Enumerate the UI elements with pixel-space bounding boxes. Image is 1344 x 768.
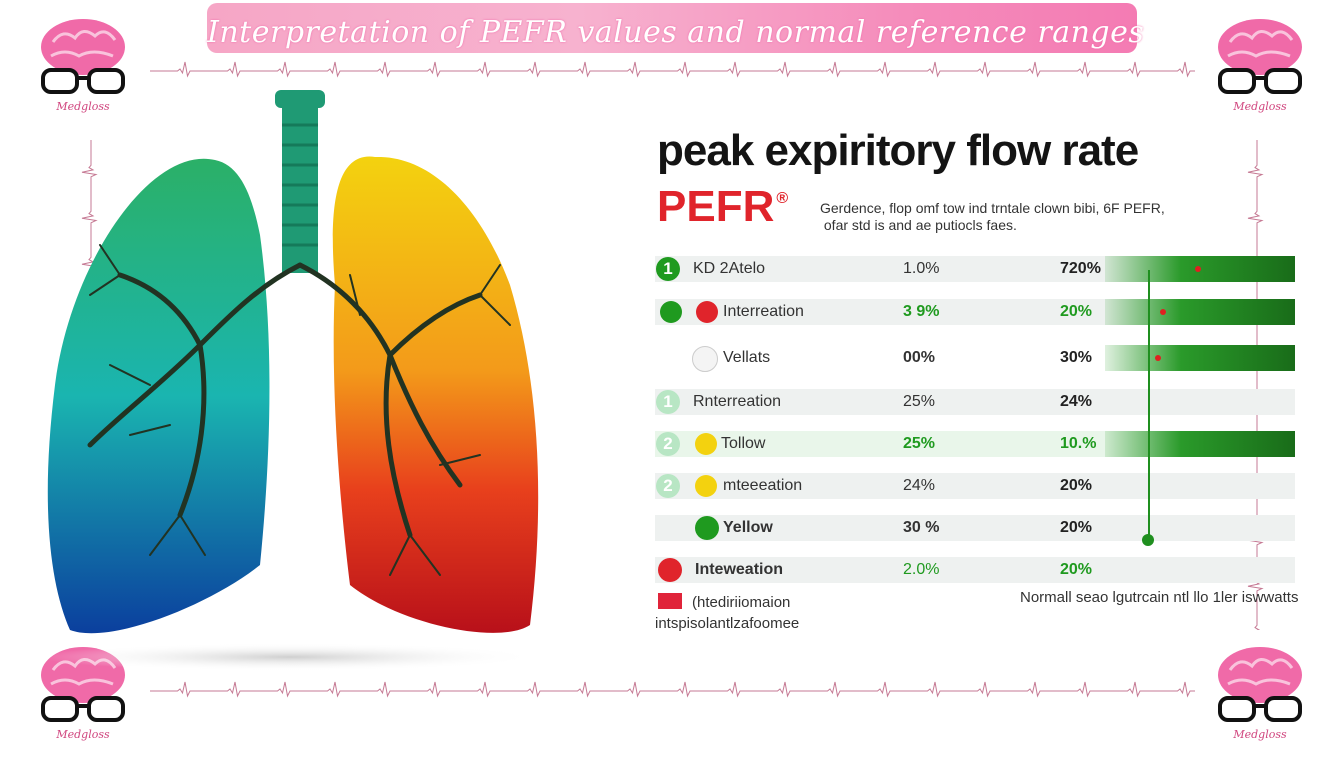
row-value-1: 3 9% [903,303,940,320]
pefr-abbr: PEFR ® [657,182,788,232]
marker-dot [1155,355,1161,361]
registered-mark: ® [776,190,789,207]
row-value-1: 25% [903,435,936,452]
description-text: Gerdence, flop omf tow ind trntale clown… [820,200,1165,233]
row-value-2: 720% [1060,260,1101,277]
marker-dot [1160,309,1166,315]
badge-number: 1 [656,390,680,414]
green-dot-icon [660,301,682,323]
row-value-2: 20% [1060,561,1093,578]
logo-brand-text: Medgloss [1233,728,1287,741]
brain-glasses-logo-icon [41,19,125,94]
logo-top-left: Medgloss [33,12,133,122]
table-row-7: Yellow 30 % 20% [655,515,1295,541]
ecg-border-bottom [150,681,1195,698]
pefr-abbr-text: PEFR [657,182,775,231]
logo-brand-text: Medgloss [1233,100,1287,113]
badge-number: 2 [656,474,680,498]
green-bar [1105,299,1295,325]
row-background [655,389,1295,415]
legend-swatch [658,593,682,609]
title-banner: Interpretation of PEFR values and normal… [207,3,1145,53]
row-label: Tollow [721,435,766,452]
row-label: Rnterreation [693,393,782,410]
badge-number: 1 [656,257,680,281]
row-label: Vellats [723,349,771,366]
row-label: Inteweation [695,561,784,578]
logo-top-right: Medgloss [1210,12,1310,122]
row-value-2: 30% [1060,349,1093,366]
row-value-2: 20% [1060,303,1093,320]
ecg-border-top [150,61,1195,78]
badge-number: 2 [656,432,680,456]
red-dot-icon [696,301,718,323]
brain-glasses-logo-icon [1218,19,1302,94]
white-dot-icon [692,346,718,372]
brain-glasses-logo-icon [1218,647,1302,722]
green-bar [1105,431,1295,457]
row-background [655,557,1295,583]
row-value-2: 24% [1060,393,1093,410]
yellow-dot-icon [695,433,717,455]
indicator-line [1148,270,1150,540]
row-value-1: 30 % [903,519,940,536]
row-background [655,473,1295,499]
table-row-5: 2 Tollow 25% 10.% [655,431,1295,457]
green-dot-icon [695,516,719,540]
table-row-3: Vellats 00% 30% [655,345,1295,372]
table-row-6: 2 mteeeation 24% 20% [655,473,1295,499]
row-value-1: 00% [903,349,936,366]
footnote-text: Normall seao lgutrcain ntl llo 1ler isww… [1020,589,1299,606]
legend-text-line2: intspisolantlzafoomee [655,615,800,632]
red-dot-icon [658,558,682,582]
row-value-1: 24% [903,477,936,494]
logo-brand-text: Medgloss [56,100,110,113]
logo-brand-text: Medgloss [56,728,110,741]
row-value-2: 10.% [1060,435,1097,452]
row-value-2: 20% [1060,477,1093,494]
lungs-illustration [40,90,540,671]
row-label: Yellow [723,519,773,536]
legend-text-line1: (htediriiomaion [692,594,791,611]
row-label: KD 2Atelo [693,260,766,277]
table-row-2: Interreation 3 9% 20% [655,299,1295,325]
table-row-8: Inteweation 2.0% 20% [655,557,1295,583]
page-heading: peak expiritory flow rate [657,126,1139,175]
marker-dot [1195,266,1201,272]
row-value-1: 1.0% [903,260,940,277]
table-row-1: 1 KD 2Atelo 1.0% 720% [655,256,1295,282]
row-background [655,515,1295,541]
indicator-endpoint [1142,534,1154,546]
green-bar [1105,345,1295,371]
banner-title: Interpretation of PEFR values and normal… [207,15,1145,50]
row-value-1: 2.0% [903,561,940,578]
table-row-4: 1 Rnterreation 25% 24% [655,389,1295,415]
row-label: Interreation [723,303,804,320]
row-label: mteeeation [723,477,803,494]
row-value-2: 20% [1060,519,1093,536]
row-value-1: 25% [903,393,936,410]
yellow-dot-icon [695,475,717,497]
logo-bottom-right: Medgloss [1210,640,1310,750]
